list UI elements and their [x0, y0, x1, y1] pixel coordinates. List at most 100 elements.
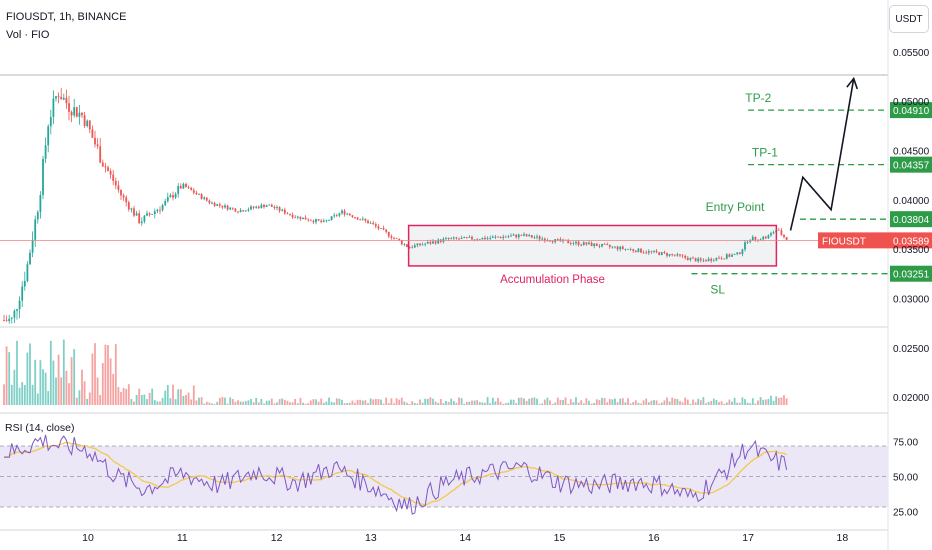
candle-body — [374, 224, 377, 227]
time-tick-label: 18 — [837, 532, 849, 544]
candle-body — [231, 207, 234, 209]
volume-bar — [504, 402, 507, 405]
candle-body — [424, 243, 427, 245]
candle-body — [507, 236, 510, 238]
candle-body — [130, 208, 133, 210]
volume-bar — [590, 403, 593, 405]
currency-button[interactable]: USDT — [889, 5, 929, 33]
candle-body — [606, 244, 609, 246]
candle-body — [78, 112, 81, 117]
candle-body — [133, 208, 135, 216]
rsi-pane[interactable]: RSI (14, close) 75.00 50.00 25.00 — [0, 422, 918, 519]
candle-body — [299, 216, 302, 220]
volume-bar — [10, 384, 13, 405]
candle-body — [494, 236, 497, 238]
volume-bar — [413, 402, 416, 405]
candle-body — [468, 236, 471, 238]
volume-bar — [250, 398, 252, 405]
candle-body — [684, 255, 687, 258]
volume-bar — [593, 402, 596, 405]
volume-bar — [268, 400, 271, 405]
volume-bar — [252, 402, 255, 405]
candle-body — [252, 206, 255, 208]
candle-body — [328, 219, 330, 221]
candle-body — [465, 236, 468, 238]
candle-body — [754, 236, 757, 240]
candle-body — [497, 236, 499, 238]
volume-bar — [182, 395, 185, 405]
volume-bar — [751, 398, 754, 405]
candle-body — [211, 202, 213, 204]
candle-body — [153, 211, 156, 215]
volume-bar — [619, 398, 622, 405]
volume-bar — [559, 399, 562, 405]
trade-levels[interactable]: FIOUSDT 0.03589 TP-2 0.04910 TP-1 0.04357 Entr… — [0, 91, 932, 297]
candle-body — [751, 236, 754, 241]
chart-grid — [0, 0, 889, 550]
candle-body — [369, 222, 372, 224]
candle-body — [309, 220, 312, 222]
candle-body — [653, 250, 655, 252]
candle-body — [549, 240, 551, 242]
volume-bar — [99, 394, 102, 405]
volume-bar — [322, 402, 325, 405]
volume-bar — [673, 398, 676, 405]
volume-bar — [5, 346, 8, 405]
time-tick-label: 17 — [742, 532, 754, 544]
level-value: 0.04910 — [893, 106, 930, 117]
volume-bar — [148, 392, 151, 405]
volume-bar — [286, 400, 289, 405]
candle-body — [346, 213, 349, 215]
candle-body — [244, 210, 247, 212]
candle-body — [138, 213, 141, 224]
volume-bar — [226, 403, 229, 405]
projection-arrow[interactable] — [789, 76, 859, 231]
candle-body — [36, 212, 39, 220]
candle-body — [161, 205, 164, 211]
volume-bar — [601, 397, 603, 405]
level-label: TP-2 — [745, 91, 771, 105]
volume-bar — [229, 397, 232, 405]
candle-body — [777, 229, 780, 231]
volume-bar — [143, 394, 146, 405]
volume-bar — [190, 399, 193, 405]
candle-body — [213, 202, 216, 206]
volume-bar — [127, 384, 130, 405]
volume-bar — [400, 397, 403, 405]
volume-bar — [725, 402, 728, 405]
volume-bar — [445, 401, 447, 405]
candle-body — [190, 187, 193, 191]
candle-body — [159, 209, 161, 211]
candle-body — [62, 97, 65, 100]
candle-body — [489, 237, 492, 239]
accumulation-zone[interactable]: Accumulation Phase — [407, 224, 778, 286]
volume-bar — [569, 399, 572, 405]
candle-body — [94, 137, 96, 145]
candle-body — [109, 170, 112, 175]
volume-bar — [749, 403, 752, 405]
volume-bar — [21, 382, 24, 405]
volume-bar — [273, 403, 276, 405]
candle-body — [523, 234, 525, 236]
volume-bar — [517, 397, 520, 405]
volume-bar — [647, 402, 650, 405]
candle-body — [68, 103, 70, 112]
candle-body — [627, 248, 629, 250]
volume-bar — [663, 400, 666, 405]
candle-body — [452, 237, 455, 239]
candle-body — [694, 258, 697, 262]
volume-bar — [55, 377, 57, 405]
time-tick-label: 13 — [365, 532, 377, 544]
volume-bar — [681, 402, 684, 405]
candle-body — [686, 257, 689, 260]
volume-bar — [689, 403, 692, 405]
volume-bar — [88, 392, 91, 405]
volume-bar — [242, 401, 245, 405]
candlesticks[interactable] — [3, 87, 788, 324]
volume-bar — [364, 400, 367, 405]
candle-body — [263, 204, 265, 208]
volume-bar — [169, 398, 172, 405]
volume-bar — [198, 397, 200, 405]
volume-bar — [775, 396, 778, 405]
